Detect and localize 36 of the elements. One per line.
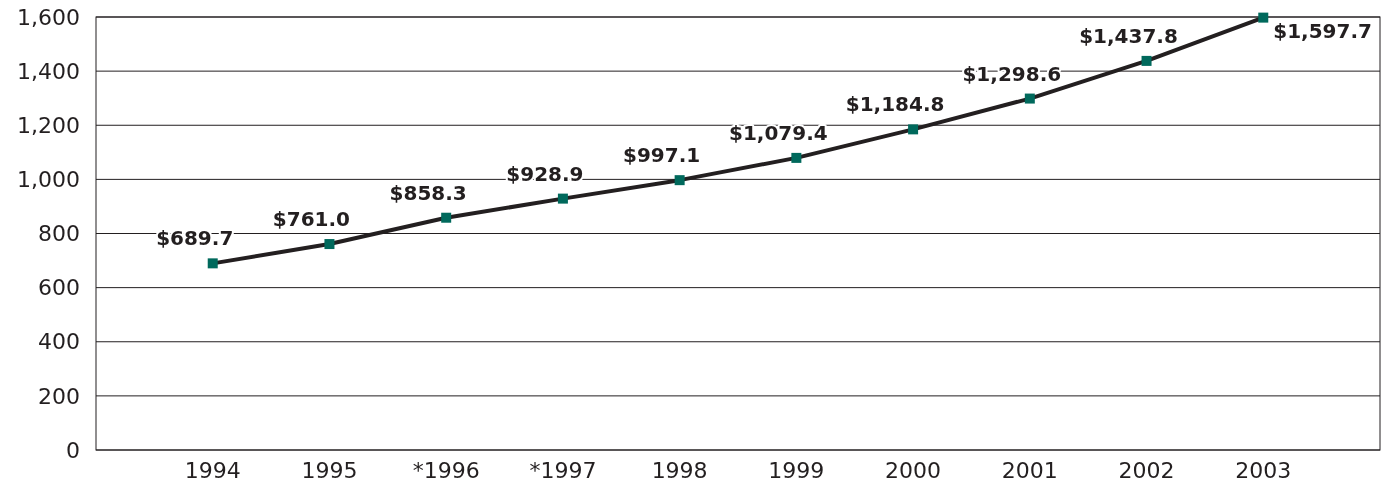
x-tick-label: 2003: [1235, 458, 1292, 483]
y-tick-label: 1,200: [17, 112, 80, 138]
data-label: $1,437.8: [1079, 23, 1178, 48]
point: [791, 152, 802, 163]
x-tick-label: 2002: [1118, 458, 1175, 483]
data-label: $858.3: [389, 180, 467, 205]
y-tick-label: 800: [38, 221, 80, 247]
y-tick-label: 0: [66, 437, 80, 463]
point: [557, 193, 568, 204]
x-tick-label: 1994: [184, 458, 241, 483]
x-tick-label: *1997: [529, 458, 597, 483]
x-tick-label: 2000: [885, 458, 942, 483]
y-tick-label: 1,600: [17, 4, 80, 30]
data-label: $1,597.7: [1273, 18, 1372, 43]
data-label: $997.1: [623, 143, 701, 168]
y-tick-label: 600: [38, 275, 80, 301]
point: [674, 175, 685, 186]
y-tick-label: 400: [38, 329, 80, 355]
point: [1258, 12, 1269, 23]
point: [1024, 93, 1035, 104]
point: [441, 212, 452, 223]
x-tick-label: 1999: [768, 458, 825, 483]
point: [1141, 55, 1152, 66]
point: [908, 124, 919, 135]
y-tick-label: 1,400: [17, 58, 80, 84]
point: [324, 239, 335, 250]
point: [207, 258, 218, 269]
y-tick-label: 1,000: [17, 167, 80, 193]
x-tick-label: 2001: [1001, 458, 1058, 483]
x-tick-label: 1998: [651, 458, 708, 483]
x-tick-label: *1996: [412, 458, 480, 483]
data-label: $1,184.8: [845, 92, 945, 117]
data-label: $761.0: [272, 207, 351, 232]
y-tick-label: 200: [38, 383, 80, 409]
x-tick-label: 1995: [301, 458, 358, 483]
data-label: $1,079.4: [729, 120, 828, 145]
